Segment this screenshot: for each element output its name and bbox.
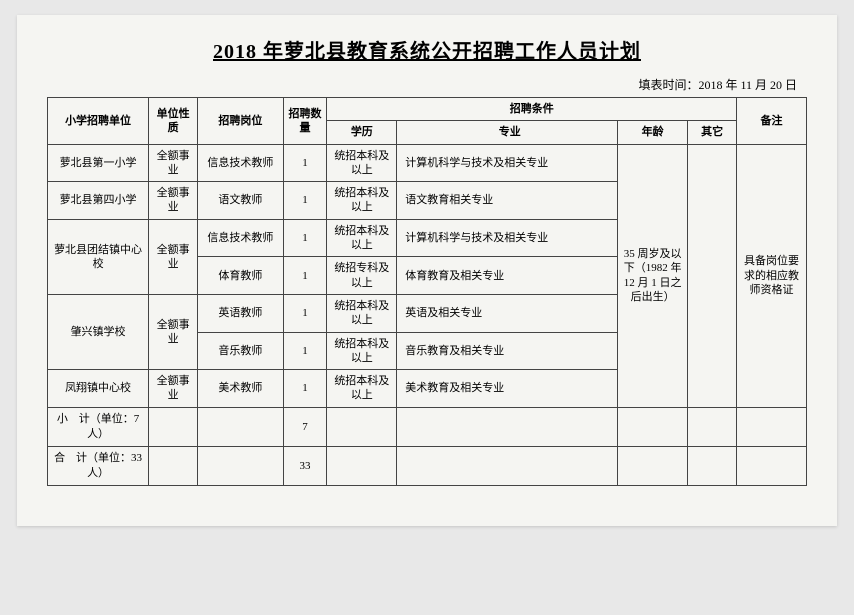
cell-position: 信息技术教师 [198,219,283,257]
cell-position: 音乐教师 [198,332,283,370]
total-row: 合 计（单位：33 人） 33 [48,446,807,485]
cell-remark: 具备岗位要求的相应教师资格证 [737,144,807,407]
cell-nature: 全额事业 [149,370,198,408]
cell-edu: 统招本科及以上 [327,219,397,257]
cell-major: 英语及相关专业 [397,294,618,332]
th-unit: 小学招聘单位 [48,98,149,145]
cell-nature: 全额事业 [149,144,198,182]
cell-edu: 统招本科及以上 [327,294,397,332]
cell-unit: 萝北县第四小学 [48,182,149,220]
cell-edu: 统招本科及以上 [327,332,397,370]
subtotal-row: 小 计（单位：7 人） 7 [48,407,807,446]
cell-unit: 萝北县第一小学 [48,144,149,182]
cell-other [688,144,737,407]
cell-count: 1 [283,219,327,257]
th-count: 招聘数量 [283,98,327,145]
cell-major: 计算机科学与技术及相关专业 [397,144,618,182]
cell-position: 信息技术教师 [198,144,283,182]
cell-unit: 肇兴镇学校 [48,294,149,369]
cell-count: 1 [283,294,327,332]
th-remark: 备注 [737,98,807,145]
total-count: 33 [283,446,327,485]
cell-age: 35 周岁及以下（1982 年12 月 1 日之后出生） [618,144,688,407]
th-nature: 单位性质 [149,98,198,145]
cell-major: 语文教育相关专业 [397,182,618,220]
cell-nature: 全额事业 [149,219,198,294]
cell-position: 语文教师 [198,182,283,220]
document-page: 2018 年萝北县教育系统公开招聘工作人员计划 填表时间：2018 年 11 月… [17,15,837,526]
cell-position: 英语教师 [198,294,283,332]
cell-major: 体育教育及相关专业 [397,257,618,295]
cell-edu: 统招本科及以上 [327,182,397,220]
cell-edu: 统招本科及以上 [327,370,397,408]
cell-position: 体育教师 [198,257,283,295]
recruitment-table: 小学招聘单位 单位性质 招聘岗位 招聘数量 招聘条件 备注 学历 专业 年龄 其… [47,97,807,486]
document-title: 2018 年萝北县教育系统公开招聘工作人员计划 [47,35,807,64]
cell-major: 音乐教育及相关专业 [397,332,618,370]
th-other: 其它 [688,121,737,144]
cell-count: 1 [283,144,327,182]
total-label: 合 计（单位：33 人） [48,446,149,485]
cell-major: 美术教育及相关专业 [397,370,618,408]
table-row: 萝北县第一小学 全额事业 信息技术教师 1 统招本科及以上 计算机科学与技术及相… [48,144,807,182]
cell-nature: 全额事业 [149,182,198,220]
subtotal-label: 小 计（单位：7 人） [48,407,149,446]
th-position: 招聘岗位 [198,98,283,145]
cell-major: 计算机科学与技术及相关专业 [397,219,618,257]
cell-position: 美术教师 [198,370,283,408]
th-age: 年龄 [618,121,688,144]
cell-count: 1 [283,182,327,220]
cell-unit: 萝北县团结镇中心校 [48,219,149,294]
th-conditions: 招聘条件 [327,98,737,121]
th-edu: 学历 [327,121,397,144]
cell-count: 1 [283,257,327,295]
cell-count: 1 [283,370,327,408]
cell-count: 1 [283,332,327,370]
header-row-1: 小学招聘单位 单位性质 招聘岗位 招聘数量 招聘条件 备注 [48,98,807,121]
cell-nature: 全额事业 [149,294,198,369]
subtotal-count: 7 [283,407,327,446]
cell-edu: 统招本科及以上 [327,144,397,182]
cell-unit: 凤翔镇中心校 [48,370,149,408]
th-major: 专业 [397,121,618,144]
cell-edu: 统招专科及以上 [327,257,397,295]
fill-date: 填表时间：2018 年 11 月 20 日 [47,76,807,93]
